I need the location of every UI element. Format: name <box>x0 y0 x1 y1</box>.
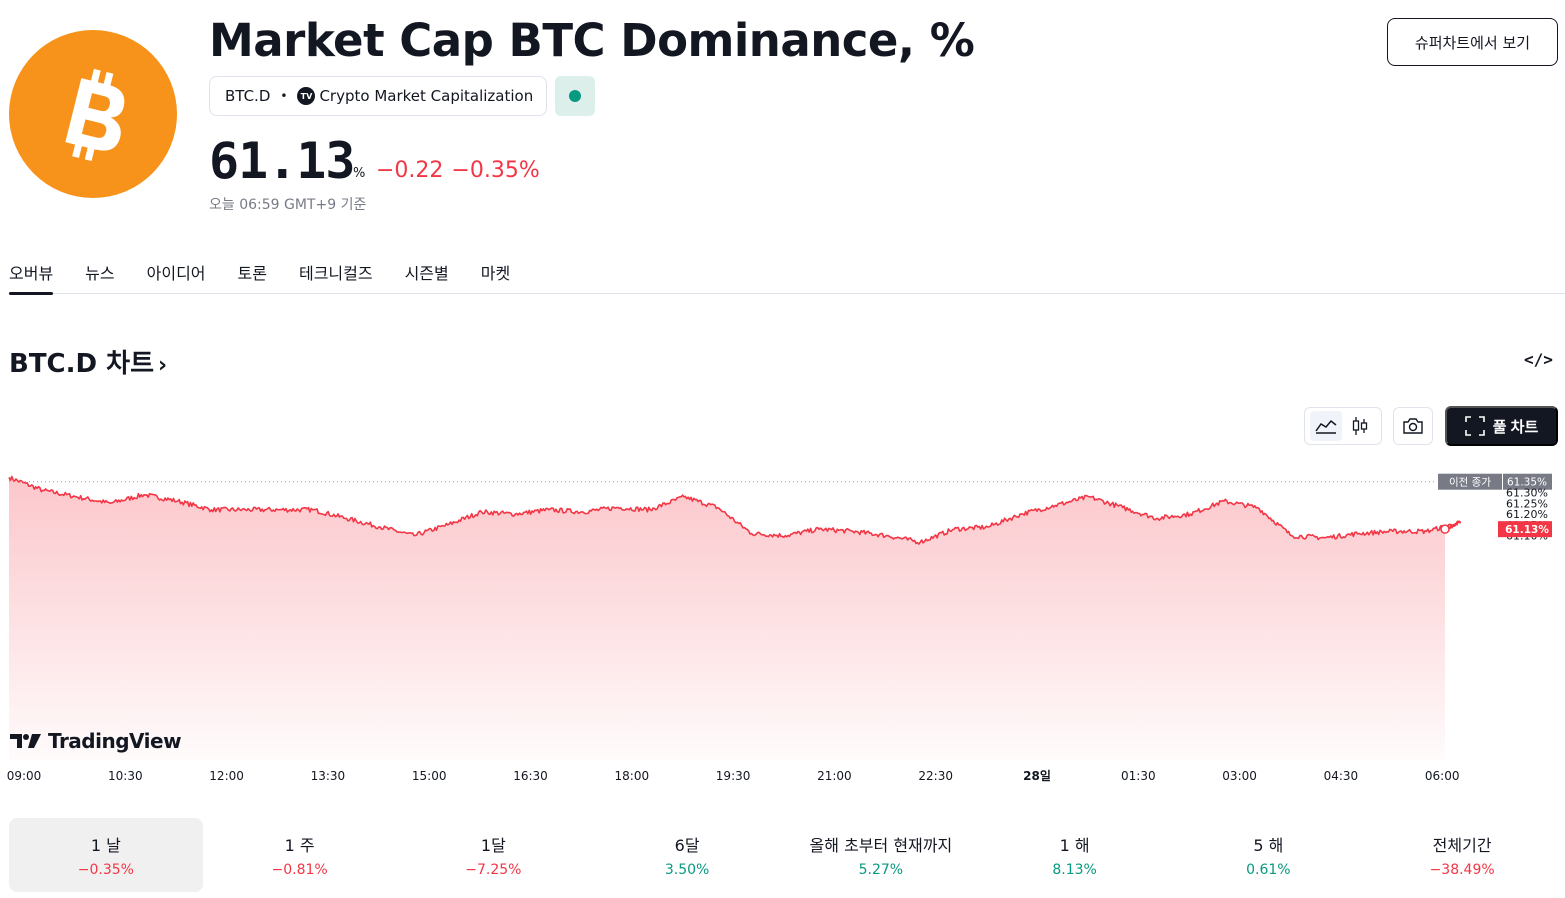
period-value: −7.25% <box>465 862 522 878</box>
full-chart-button[interactable]: 풀 차트 <box>1445 406 1558 446</box>
period-6m[interactable]: 6달 3.50% <box>590 818 784 892</box>
x-tick-label: 21:00 <box>817 769 852 783</box>
page-title: Market Cap BTC Dominance, % <box>209 14 975 67</box>
x-tick-label: 06:00 <box>1425 769 1460 783</box>
x-tick-label: 10:30 <box>108 769 143 783</box>
period-label: 6달 <box>674 836 700 855</box>
full-chart-label: 풀 차트 <box>1492 418 1539 436</box>
tradingview-icon: TV <box>297 87 316 105</box>
change-abs: −0.22 <box>376 158 444 183</box>
period-label: 1 주 <box>284 836 315 855</box>
period-label: 1 날 <box>90 836 121 855</box>
tradingview-logo-icon <box>10 734 41 748</box>
period-value: −38.49% <box>1429 862 1495 878</box>
tab-ideas[interactable]: 아이디어 <box>146 264 206 283</box>
chart-section-title-text: BTC.D 차트 <box>9 349 154 379</box>
chevron-right-icon: › <box>158 353 168 378</box>
period-label: 올해 초부터 현재까지 <box>809 836 953 855</box>
period-value: 3.50% <box>664 862 710 878</box>
period-value: 8.13% <box>1052 862 1097 878</box>
x-tick-label: 18:00 <box>615 769 650 783</box>
change-pct: −0.35% <box>451 158 540 183</box>
tab-markets[interactable]: 마켓 <box>480 264 511 283</box>
last-price-label: 61.13% <box>1505 524 1549 536</box>
tradingview-wordmark: TradingView <box>48 729 182 753</box>
prev-close-label: 이전 종가 <box>1449 477 1491 489</box>
tab-overview[interactable]: 오버뷰 <box>9 250 54 295</box>
period-5y[interactable]: 5 해 0.61% <box>1172 818 1366 892</box>
period-1y[interactable]: 1 해 8.13% <box>978 818 1172 892</box>
prev-close-value-tag <box>1503 473 1552 490</box>
y-tick-label: 61.30% <box>1506 486 1548 499</box>
super-chart-button[interactable]: 슈퍼차트에서 보기 <box>1387 18 1558 66</box>
prev-close-tag <box>1438 473 1502 490</box>
x-tick-label: 15:00 <box>412 769 447 783</box>
market-open-dot-icon <box>569 90 581 102</box>
candles-icon[interactable] <box>1344 411 1376 441</box>
y-tick-label: 61.20% <box>1506 508 1548 521</box>
separator-dot: • <box>280 89 288 103</box>
price-change: −0.22 −0.35% <box>376 158 540 183</box>
as-of-timestamp: 오늘 06:59 GMT+9 기준 <box>209 197 367 213</box>
period-label: 1달 <box>480 836 506 855</box>
period-label: 5 해 <box>1253 836 1284 855</box>
tab-technicals[interactable]: 테크니컬즈 <box>298 264 373 283</box>
period-value: −0.35% <box>77 862 134 878</box>
last-price-tag <box>1498 521 1552 538</box>
y-tick-label: 61.25% <box>1506 497 1548 510</box>
period-ytd[interactable]: 올해 초부터 현재까지 5.27% <box>784 818 978 892</box>
x-tick-label: 01:30 <box>1121 769 1156 783</box>
last-price: 61.13 <box>209 132 356 190</box>
chart-section-title[interactable]: BTC.D 차트 › <box>9 343 167 380</box>
period-label: 1 해 <box>1059 836 1090 855</box>
chart-style-switcher <box>1304 407 1382 445</box>
chart-series-line <box>8 475 1462 545</box>
period-1d[interactable]: 1 날 −0.35% <box>9 818 203 892</box>
tab-news[interactable]: 뉴스 <box>85 264 115 283</box>
x-tick-label: 09:00 <box>7 769 42 783</box>
x-tick-label: 04:30 <box>1324 769 1359 783</box>
period-1m[interactable]: 1달 −7.25% <box>397 818 591 892</box>
period-1w[interactable]: 1 주 −0.81% <box>203 818 397 892</box>
tab-seasonals[interactable]: 시즌별 <box>404 264 449 283</box>
x-tick-label: 13:30 <box>311 769 346 783</box>
period-label: 전체기간 <box>1432 836 1492 855</box>
market-status-indicator[interactable] <box>555 76 595 116</box>
camera-icon[interactable] <box>1393 407 1433 445</box>
symbol-ticker: BTC.D <box>225 87 271 105</box>
area-chart-icon[interactable] <box>1310 411 1342 441</box>
embed-code-icon[interactable]: </> <box>1524 350 1553 369</box>
last-price-dot <box>1440 524 1450 534</box>
prev-close-value: 61.35% <box>1507 477 1547 489</box>
price-chart[interactable]: 이전 종가61.35%61.30%61.25%61.20%61.15%61.10… <box>0 460 1565 795</box>
x-tick-label: 22:30 <box>918 769 953 783</box>
x-tick-label: 28일 <box>1023 769 1051 783</box>
fullscreen-icon <box>1464 416 1485 436</box>
price-unit: % <box>353 166 366 181</box>
symbol-badge[interactable]: BTC.D • TV Crypto Market Capitalization <box>209 76 547 116</box>
tab-discussion[interactable]: 토론 <box>237 264 267 283</box>
period-all[interactable]: 전체기간 −38.49% <box>1365 818 1559 892</box>
x-tick-label: 03:00 <box>1222 769 1257 783</box>
period-value: 5.27% <box>858 862 904 878</box>
performance-periods: 1 날 −0.35% 1 주 −0.81% 1달 −7.25% 6달 3.50% 올해 … <box>9 818 1559 892</box>
x-tick-label: 16:30 <box>513 769 548 783</box>
bitcoin-logo-icon <box>9 30 177 198</box>
x-tick-label: 19:30 <box>716 769 751 783</box>
symbol-source: Crypto Market Capitalization <box>319 87 534 105</box>
tradingview-logo[interactable]: TradingView <box>10 729 182 753</box>
tab-bar: 오버뷰 뉴스 아이디어 토론 테크니컬즈 시즌별 마켓 <box>9 250 1565 295</box>
chart-area-fill <box>9 476 1461 760</box>
period-value: −0.81% <box>271 862 328 878</box>
period-value: 0.61% <box>1246 862 1291 878</box>
x-tick-label: 12:00 <box>209 769 244 783</box>
